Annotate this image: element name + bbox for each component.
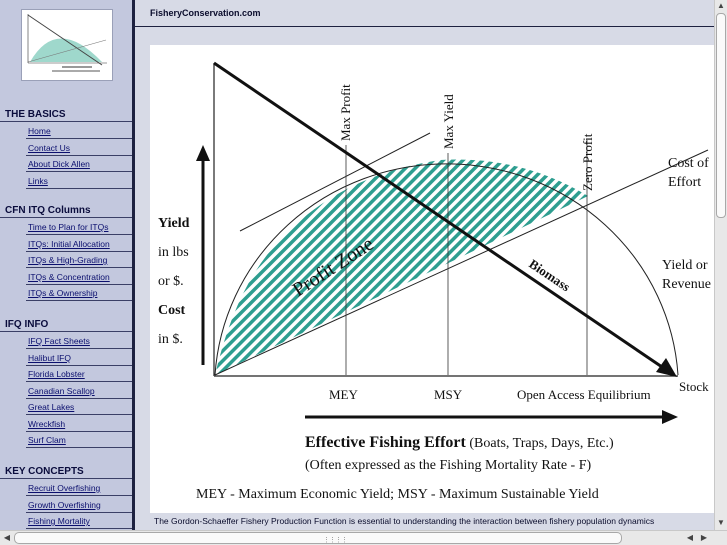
sidebar-link-divider	[26, 187, 132, 189]
biomass-label: Biomass	[526, 256, 573, 294]
sidebar-section-title: IFQ INFO	[5, 319, 49, 330]
ylabel-or-dollars: or $.	[158, 274, 184, 289]
xlabel-rest: (Boats, Traps, Days, Etc.)	[466, 436, 614, 451]
site-title: FisheryConservation.com	[150, 8, 261, 18]
scroll-up-icon[interactable]: ▲	[717, 1, 725, 10]
sidebar-link-divider	[26, 348, 132, 349]
xlabel-bold: Effective Fishing Effort	[305, 434, 467, 451]
sidebar-link[interactable]: Florida Lobster	[28, 369, 85, 379]
scroll-left-icon[interactable]: ◀	[3, 533, 11, 542]
biomass-arrowhead	[656, 358, 677, 377]
sidebar-link[interactable]: Canadian Scallop	[28, 385, 95, 396]
scroll-down-icon[interactable]: ▼	[717, 518, 725, 527]
cost-line	[214, 149, 709, 376]
ylabel-cost: Cost	[158, 303, 186, 318]
figure-diagram: Max Profit Max Yield Zero Profit Yield i…	[158, 61, 711, 502]
sidebar-link-divider	[26, 397, 132, 399]
sidebar-link-divider	[26, 171, 132, 172]
sidebar-link-divider	[26, 414, 132, 415]
grip-icon: ⋮⋮⋮⋮	[323, 537, 348, 544]
sidebar-section-divider	[0, 121, 132, 122]
ylabel-cost-in-dollars: in $.	[158, 332, 183, 347]
profit-zone-area	[215, 159, 588, 375]
sidebar-link[interactable]: Fishing Mortality	[28, 516, 90, 526]
vertical-scroll-thumb[interactable]	[716, 13, 726, 218]
sidebar-link-divider	[26, 430, 132, 432]
sidebar-link[interactable]: Halibut IFQ	[28, 352, 71, 363]
x-point-msy: MSY	[434, 387, 463, 402]
sidebar-divider	[132, 0, 135, 530]
scroll-right-icon[interactable]: ▶	[700, 533, 708, 542]
main-content: FisheryConservation.com	[135, 0, 714, 530]
sidebar-link[interactable]: Recruit Overfishing	[28, 483, 101, 493]
sidebar-link-divider	[26, 447, 132, 448]
sidebar-link[interactable]: About Dick Allen	[28, 159, 90, 169]
revenue-curve	[214, 163, 679, 376]
sidebar-section-divider	[0, 217, 132, 218]
sidebar-link[interactable]: Home	[28, 126, 51, 136]
sidebar-link[interactable]: Surf Clam	[28, 435, 66, 445]
x-point-mey: MEY	[329, 387, 359, 402]
sidebar-link-divider	[26, 364, 132, 366]
sidebar-link[interactable]: IFQ Fact Sheets	[28, 336, 90, 346]
sidebar-link-divider	[26, 381, 132, 382]
stock-label: Stock	[679, 379, 709, 394]
sidebar-link-divider	[26, 283, 132, 285]
sidebar-link-divider	[26, 528, 132, 529]
sidebar-link-divider	[26, 250, 132, 252]
yield-label-l1: Yield or	[662, 258, 708, 273]
sidebar-link-divider	[26, 300, 132, 301]
horizontal-scrollbar[interactable]: ◀ ⋮⋮⋮⋮ ◀ ▶	[0, 530, 727, 545]
sidebar-link-divider	[26, 154, 132, 156]
sidebar-link[interactable]: Contact Us	[28, 142, 71, 153]
sidebar-link[interactable]: Growth Overfishing	[28, 499, 101, 510]
sidebar-section-divider	[0, 331, 132, 332]
production-function-figure: Max Profit Max Yield Zero Profit Yield i…	[150, 45, 714, 513]
sidebar-link[interactable]: Wreckfish	[28, 418, 66, 429]
biomass-arrow	[213, 61, 666, 371]
xlabel-sub: (Often expressed as the Fishing Mortalit…	[305, 458, 592, 473]
x-point-open-access: Open Access Equilibrium	[517, 387, 651, 402]
figure-thumbnail[interactable]	[21, 9, 113, 81]
sidebar-section-divider	[0, 478, 132, 479]
sidebar-link-divider	[26, 138, 132, 139]
sidebar-section-title: THE BASICS	[5, 109, 66, 120]
yield-label-l2: Revenue	[662, 277, 711, 292]
xlabel: Effective Fishing Effort (Boats, Traps, …	[305, 434, 614, 451]
sidebar-section-title: KEY CONCEPTS	[5, 466, 84, 477]
sidebar-link-divider	[26, 511, 132, 513]
sidebar-link-divider	[26, 495, 132, 496]
sidebar-link-divider	[26, 234, 132, 235]
figure-caption: The Gordon-Schaeffer Fishery Production …	[154, 516, 655, 526]
sidebar-section-title: CFN ITQ Columns	[5, 205, 91, 216]
figure-footnote: MEY - Maximum Economic Yield; MSY - Maxi…	[196, 487, 599, 502]
label-max-yield: Max Yield	[441, 94, 456, 149]
label-max-profit: Max Profit	[338, 84, 353, 141]
title-divider	[135, 26, 714, 27]
scroll-left-icon-2[interactable]: ◀	[686, 533, 694, 542]
ylabel-yield: Yield	[158, 216, 190, 231]
cost-label-l1: Cost of	[668, 156, 709, 171]
sidebar-link[interactable]: ITQs & Ownership	[28, 288, 98, 298]
sidebar-link[interactable]: Time to Plan for ITQs	[28, 222, 109, 232]
sidebar-link[interactable]: Links	[28, 175, 48, 186]
sidebar-link[interactable]: ITQs & Concentration	[28, 271, 110, 282]
sidebar-link[interactable]: ITQs: Initial Allocation	[28, 238, 110, 249]
thumbnail-line	[27, 14, 103, 66]
sidebar-link-divider	[26, 267, 132, 268]
sidebar-link[interactable]: Great Lakes	[28, 402, 75, 412]
ylabel-in-lbs: in lbs	[158, 245, 189, 260]
vertical-scrollbar[interactable]: ▲ ▼	[714, 0, 727, 530]
label-zero-profit: Zero Profit	[580, 133, 595, 191]
sidebar-link[interactable]: ITQs & High-Grading	[28, 255, 108, 265]
horizontal-scroll-thumb[interactable]: ⋮⋮⋮⋮	[14, 532, 622, 544]
sidebar: THE BASICS Home Contact Us About Dick Allen…	[0, 0, 132, 530]
cost-label-l2: Effort	[668, 175, 701, 190]
tangent-line	[239, 132, 431, 232]
